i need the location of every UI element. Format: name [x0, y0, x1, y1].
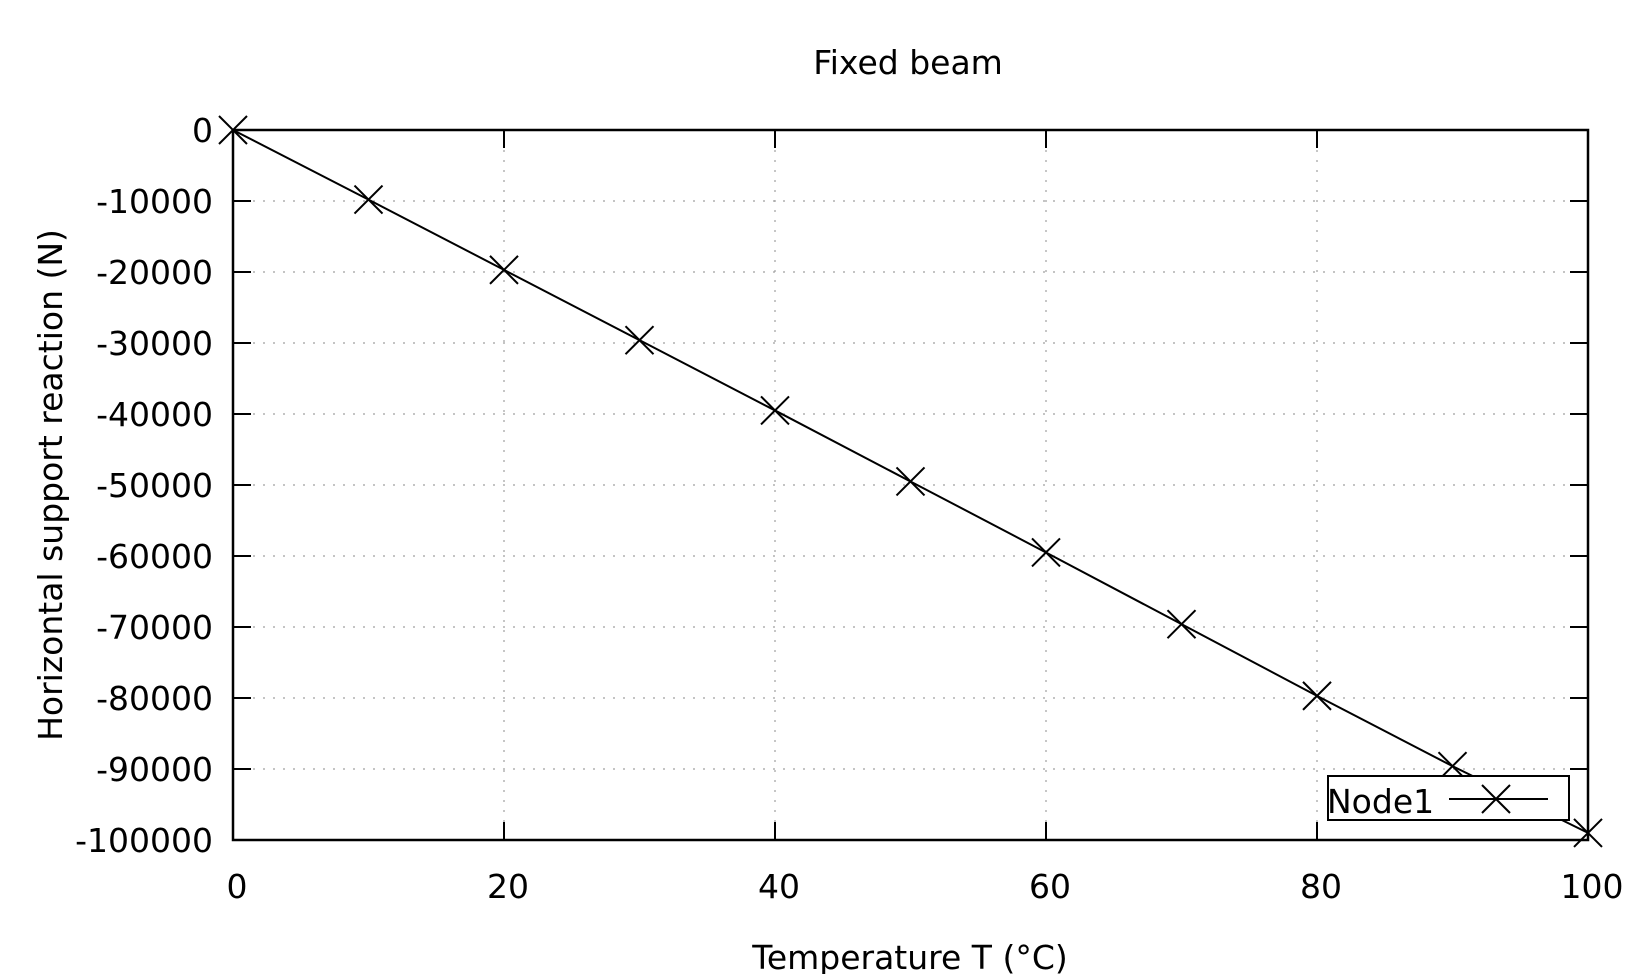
- x-tick-label: 40: [758, 867, 800, 906]
- data-point-stroke: [760, 395, 790, 426]
- y-tick-label: -60000: [96, 537, 213, 576]
- data-point: [1573, 818, 1603, 848]
- data-point-stroke: [218, 115, 248, 145]
- x-tick-label: 0: [227, 867, 248, 906]
- x-tick-label: 100: [1561, 867, 1624, 906]
- grid: [233, 130, 1588, 840]
- x-tick-label: 20: [487, 867, 529, 906]
- y-tick-label: -30000: [96, 324, 213, 363]
- data-point-stroke: [1302, 681, 1332, 711]
- y-tick-label: -50000: [96, 466, 213, 505]
- y-axis-title: Horizontal support reaction (N): [31, 229, 70, 741]
- data-point: [895, 466, 926, 497]
- data-point: [1166, 609, 1197, 639]
- data-point-stroke: [895, 466, 926, 497]
- data-point: [489, 255, 519, 285]
- data-point: [218, 115, 248, 145]
- x-tick-label: 80: [1300, 867, 1342, 906]
- y-tick-label: -100000: [75, 821, 213, 860]
- y-tick-label: -10000: [96, 182, 213, 221]
- data-point: [1031, 537, 1061, 568]
- data-point-stroke: [1031, 537, 1061, 568]
- plot-frame: [231, 128, 1590, 842]
- chart-title: Fixed beam: [813, 43, 1003, 82]
- y-tick-label: -40000: [96, 395, 213, 434]
- y-tick-label: 0: [192, 111, 213, 150]
- data-point-stroke: [353, 184, 384, 215]
- data-point-stroke: [489, 255, 519, 285]
- series: [218, 115, 1603, 848]
- data-point-stroke: [624, 325, 655, 355]
- y-tick-label: -90000: [96, 750, 213, 789]
- y-tick-label: -20000: [96, 253, 213, 292]
- tick-labels: 0 20 40 60 80 100 0 -10000 -20000 -30000 -40000 -50…: [75, 111, 1623, 906]
- y-tick-label: -70000: [96, 608, 213, 647]
- legend-marker-node1: [1481, 784, 1511, 814]
- data-point: [1302, 681, 1332, 711]
- x-axis-title: Temperature T (°C): [751, 938, 1067, 974]
- data-point: [353, 184, 384, 215]
- data-point-stroke: [1573, 818, 1603, 848]
- data-point-stroke: [1166, 609, 1197, 639]
- legend-label-node1: Node1: [1327, 782, 1434, 821]
- data-point: [624, 325, 655, 355]
- x-tick-label: 60: [1029, 867, 1071, 906]
- legend: Node1: [1327, 775, 1570, 821]
- data-point: [760, 395, 790, 426]
- y-tick-label: -80000: [96, 679, 213, 718]
